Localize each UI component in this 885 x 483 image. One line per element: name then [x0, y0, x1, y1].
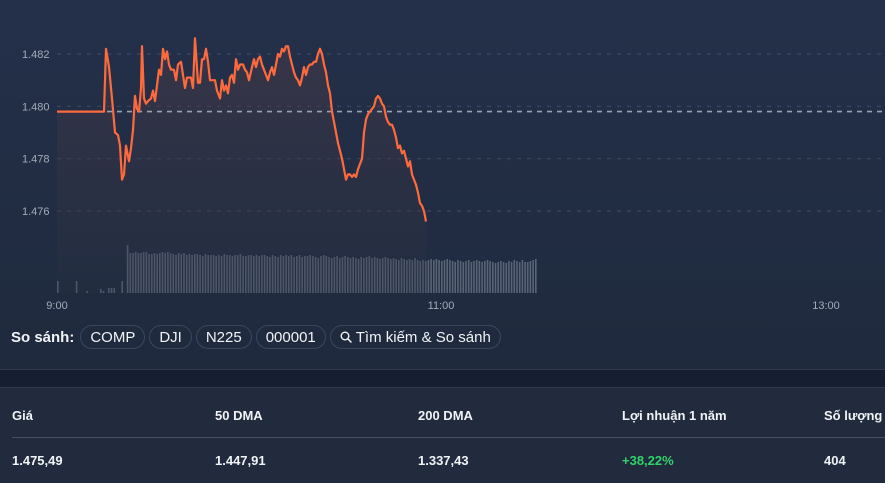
- y-tick-label: 1.482: [22, 49, 50, 61]
- header-price: Giá: [12, 408, 33, 423]
- y-axis: 1.482 1.480 1.478 1.476: [22, 49, 50, 218]
- stats-value-row: 1.475,49 1.447,91 1.337,43 +38,22% 404: [0, 449, 885, 479]
- value-price: 1.475,49: [12, 453, 63, 468]
- search-compare-label: Tìm kiếm & So sánh: [355, 328, 491, 346]
- x-axis: 9:00 11:00 13:00: [46, 300, 839, 312]
- chart-panel: 1.482 1.480 1.478 1.476 9:00 11:00 13:00 So s…: [0, 0, 885, 370]
- stats-divider: [12, 437, 885, 438]
- value-50dma: 1.447,91: [215, 453, 266, 468]
- stats-panel: [0, 387, 885, 483]
- y-tick-label: 1.480: [22, 101, 50, 113]
- compare-label: So sánh:: [11, 328, 75, 346]
- price-chart[interactable]: 1.482 1.480 1.478 1.476 9:00 11:00 13:00: [0, 0, 885, 320]
- search-compare-button[interactable]: Tìm kiếm & So sánh: [329, 325, 501, 349]
- header-volume: Số lượng: [824, 408, 883, 423]
- y-tick-label: 1.478: [22, 154, 50, 166]
- x-tick-label: 11:00: [428, 300, 455, 312]
- compare-bar: So sánh: COMP DJI N225 000001 Tìm kiếm &…: [11, 325, 501, 349]
- value-volume: 404: [824, 453, 846, 468]
- price-area: [57, 38, 426, 293]
- compare-chip-dji[interactable]: DJI: [149, 325, 192, 349]
- price-line: [57, 37, 428, 222]
- header-50dma: 50 DMA: [215, 408, 263, 423]
- search-icon: [340, 331, 352, 343]
- compare-chip-000001[interactable]: 000001: [255, 325, 326, 349]
- chart-gridlines: [57, 53, 885, 212]
- compare-chip-comp[interactable]: COMP: [80, 325, 146, 349]
- x-tick-label: 9:00: [46, 300, 67, 312]
- section-separator: [0, 370, 885, 387]
- value-200dma: 1.337,43: [418, 453, 469, 468]
- header-200dma: 200 DMA: [418, 408, 473, 423]
- value-1y-return: +38,22%: [622, 453, 674, 468]
- y-tick-label: 1.476: [22, 206, 50, 218]
- compare-chip-n225[interactable]: N225: [195, 325, 252, 349]
- x-tick-label: 13:00: [812, 300, 840, 312]
- stats-header-row: Giá 50 DMA 200 DMA Lợi nhuận 1 năm Số lư…: [0, 401, 885, 431]
- header-1y-return: Lợi nhuận 1 năm: [622, 408, 727, 423]
